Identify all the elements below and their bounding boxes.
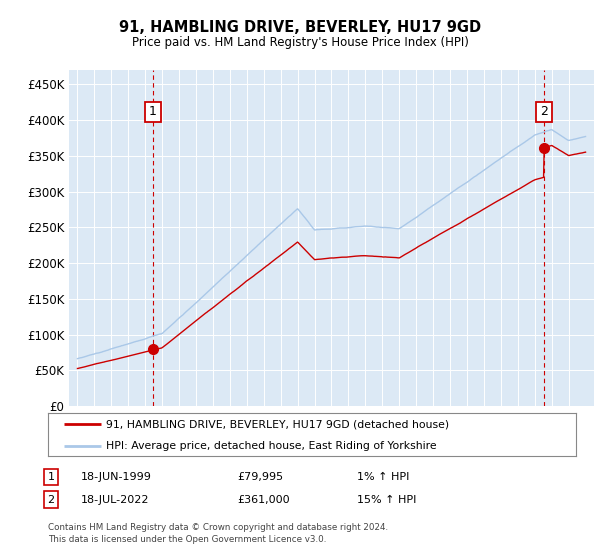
Text: Price paid vs. HM Land Registry's House Price Index (HPI): Price paid vs. HM Land Registry's House …	[131, 36, 469, 49]
Text: 1: 1	[47, 472, 55, 482]
Text: £79,995: £79,995	[237, 472, 283, 482]
Text: 1% ↑ HPI: 1% ↑ HPI	[357, 472, 409, 482]
Text: 2: 2	[540, 105, 548, 119]
Text: 91, HAMBLING DRIVE, BEVERLEY, HU17 9GD: 91, HAMBLING DRIVE, BEVERLEY, HU17 9GD	[119, 20, 481, 35]
Text: 2: 2	[47, 494, 55, 505]
Text: £361,000: £361,000	[237, 494, 290, 505]
Text: 18-JUL-2022: 18-JUL-2022	[81, 494, 149, 505]
Text: Contains HM Land Registry data © Crown copyright and database right 2024.
This d: Contains HM Land Registry data © Crown c…	[48, 522, 388, 544]
Text: 91, HAMBLING DRIVE, BEVERLEY, HU17 9GD (detached house): 91, HAMBLING DRIVE, BEVERLEY, HU17 9GD (…	[106, 419, 449, 429]
Text: 15% ↑ HPI: 15% ↑ HPI	[357, 494, 416, 505]
Text: HPI: Average price, detached house, East Riding of Yorkshire: HPI: Average price, detached house, East…	[106, 441, 437, 451]
Text: 18-JUN-1999: 18-JUN-1999	[81, 472, 152, 482]
Text: 1: 1	[149, 105, 157, 119]
